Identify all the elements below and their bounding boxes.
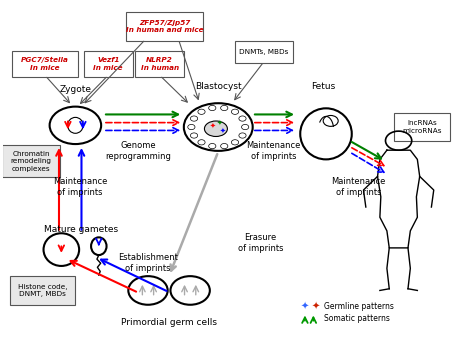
Circle shape: [209, 144, 216, 149]
Circle shape: [198, 109, 205, 115]
FancyBboxPatch shape: [83, 51, 133, 77]
Circle shape: [188, 125, 195, 130]
Text: Maintenance
of imprints: Maintenance of imprints: [246, 141, 301, 161]
Text: lncRNAs
microRNAs: lncRNAs microRNAs: [402, 120, 442, 134]
Text: NLRP2
In human: NLRP2 In human: [141, 57, 179, 71]
Text: Genome
reprogramming: Genome reprogramming: [106, 141, 172, 161]
FancyBboxPatch shape: [12, 51, 78, 77]
Text: Somatic patterns: Somatic patterns: [324, 314, 390, 323]
Circle shape: [191, 116, 198, 121]
Text: Primordial germ cells: Primordial germ cells: [121, 318, 217, 327]
Text: Erasure
of imprints: Erasure of imprints: [237, 233, 283, 253]
Text: ✦: ✦: [301, 301, 309, 311]
Text: ZFP57/Zjp57
In human and mice: ZFP57/Zjp57 In human and mice: [126, 20, 203, 33]
Circle shape: [239, 116, 246, 121]
Text: Germline patterns: Germline patterns: [324, 302, 393, 311]
Circle shape: [231, 140, 238, 145]
Text: ✦: ✦: [311, 301, 320, 311]
Circle shape: [198, 140, 205, 145]
Circle shape: [220, 106, 228, 111]
FancyBboxPatch shape: [126, 12, 203, 41]
Text: Histone code,
DNMT, MBDs: Histone code, DNMT, MBDs: [18, 284, 67, 297]
FancyBboxPatch shape: [1, 145, 60, 177]
Ellipse shape: [204, 121, 228, 136]
Circle shape: [239, 133, 246, 138]
Text: Maintenance
of imprints: Maintenance of imprints: [53, 176, 107, 197]
FancyBboxPatch shape: [10, 276, 75, 305]
FancyBboxPatch shape: [135, 51, 184, 77]
Text: Establishment
of imprints: Establishment of imprints: [118, 253, 178, 273]
FancyBboxPatch shape: [394, 113, 450, 141]
Text: ✦: ✦: [220, 127, 226, 134]
FancyBboxPatch shape: [235, 41, 293, 63]
Text: Chromatin
remodeling
complexes: Chromatin remodeling complexes: [10, 151, 51, 172]
Text: Vezf1
In mice: Vezf1 In mice: [93, 57, 123, 71]
Text: Mature gametes: Mature gametes: [45, 225, 118, 234]
Text: DNMTs, MBDs: DNMTs, MBDs: [239, 49, 289, 55]
Text: Blastocyst: Blastocyst: [195, 82, 242, 91]
Circle shape: [231, 109, 238, 115]
Circle shape: [191, 133, 198, 138]
Circle shape: [220, 144, 228, 149]
Text: ✦: ✦: [217, 119, 223, 125]
Text: ✦: ✦: [209, 122, 215, 128]
Text: Fetus: Fetus: [311, 82, 336, 91]
Text: PGC7/Stella
In mice: PGC7/Stella In mice: [21, 57, 69, 71]
Text: Zygote: Zygote: [59, 85, 91, 94]
Circle shape: [209, 106, 216, 111]
Text: Maintenance
of imprints: Maintenance of imprints: [332, 176, 386, 197]
Circle shape: [242, 125, 249, 130]
